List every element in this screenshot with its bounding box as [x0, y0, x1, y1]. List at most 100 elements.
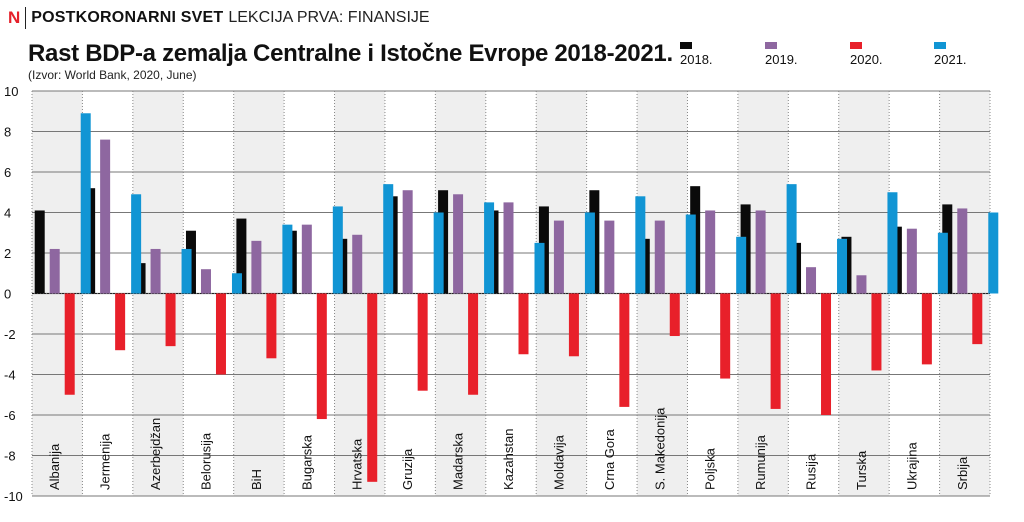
x-category-label: Crna Gora: [602, 429, 617, 490]
bar-2020: [568, 293, 579, 357]
bar-2020: [417, 293, 428, 391]
bar-2021: [231, 273, 242, 294]
header-divider: [25, 7, 27, 29]
y-tick-label: -6: [4, 408, 16, 423]
bar-2021: [685, 214, 696, 294]
bar-2020: [115, 293, 126, 351]
bar-2021: [332, 206, 343, 294]
x-category-label: Ukrajina: [904, 442, 919, 490]
bar-2019: [200, 269, 211, 294]
bar-2019: [604, 220, 615, 294]
bar-2021: [635, 196, 646, 294]
y-tick-label: -8: [4, 449, 16, 464]
y-tick-label: 0: [4, 287, 11, 302]
legend-item: 2021.: [934, 42, 967, 67]
x-category-label: Bugarska: [299, 434, 314, 490]
x-category-label: Turska: [854, 450, 869, 490]
x-category-label: S. Makedonija: [652, 407, 667, 490]
legend-swatch: [680, 42, 692, 49]
legend-item: 2019.: [765, 42, 798, 67]
x-category-label: Rusija: [804, 453, 819, 490]
bar-2020: [921, 293, 932, 365]
bar-2019: [957, 208, 968, 294]
y-tick-label: 2: [4, 246, 11, 261]
bar-2021: [988, 212, 999, 294]
bar-2020: [619, 293, 630, 407]
bar-2020: [821, 293, 832, 415]
bar-2019: [503, 202, 514, 294]
bar-2019: [755, 210, 766, 294]
bar-2019: [402, 190, 413, 294]
x-category-label: Jermenija: [98, 433, 113, 490]
bar-2020: [266, 293, 277, 359]
bar-2021: [181, 248, 192, 294]
y-tick-label: 10: [4, 84, 18, 99]
bar-2020: [518, 293, 529, 355]
bar-2019: [301, 224, 312, 294]
bar-2019: [100, 139, 111, 294]
legend-item: 2020.: [850, 42, 883, 67]
x-category-label: Madarska: [451, 432, 466, 490]
bar-2019: [705, 210, 716, 294]
bar-2020: [669, 293, 680, 337]
bar-2019: [453, 194, 464, 294]
bar-2020: [316, 293, 327, 420]
bar-2018: [34, 210, 45, 294]
bar-2019: [906, 228, 917, 294]
bar-2021: [433, 212, 444, 294]
section-label: POSTKORONARNI SVET: [31, 9, 224, 26]
legend-label: 2020.: [850, 52, 883, 67]
bar-2019: [251, 240, 262, 294]
x-category-label: Rumunija: [753, 434, 768, 490]
bar-2019: [352, 234, 363, 294]
legend-label: 2019.: [765, 52, 798, 67]
bar-2021: [80, 113, 91, 294]
x-category-label: Gruzija: [400, 448, 415, 490]
bar-2021: [786, 184, 797, 294]
y-tick-label: -2: [4, 327, 16, 342]
brand-logo: N: [8, 8, 21, 27]
bar-2019: [150, 248, 161, 294]
x-category-label: Poljska: [703, 447, 718, 490]
bar-2019: [806, 267, 817, 294]
bar-2020: [770, 293, 781, 409]
bar-2019: [654, 220, 665, 294]
chart-title: Rast BDP-a zemalja Centralne i Istočne E…: [28, 40, 673, 67]
legend-label: 2021.: [934, 52, 967, 67]
subsection-label: LEKCIJA PRVA: FINANSIJE: [228, 9, 430, 26]
bar-2021: [131, 194, 142, 294]
bar-2021: [383, 184, 394, 294]
bar-2020: [972, 293, 983, 345]
bar-2021: [887, 192, 898, 294]
x-category-label: Albanija: [47, 443, 62, 490]
legend-item: 2018.: [680, 42, 713, 67]
x-category-label: BiH: [249, 469, 264, 490]
bar-2020: [367, 293, 378, 482]
legend-swatch: [765, 42, 777, 49]
bar-2021: [837, 238, 848, 294]
x-category-label: Hrvatska: [350, 438, 365, 490]
bar-2020: [165, 293, 176, 347]
legend-swatch: [934, 42, 946, 49]
bar-2021: [282, 224, 293, 294]
y-tick-label: -10: [4, 489, 23, 504]
legend-swatch: [850, 42, 862, 49]
y-tick-label: 6: [4, 165, 11, 180]
x-category-label: Azerbejdžan: [148, 418, 163, 490]
bar-2019: [856, 275, 867, 294]
legend-label: 2018.: [680, 52, 713, 67]
y-tick-label: 8: [4, 125, 11, 140]
bar-2020: [215, 293, 226, 375]
x-category-label: Srbija: [955, 456, 970, 490]
page-header: N POSTKORONARNI SVET LEKCIJA PRVA: FINAN…: [8, 6, 430, 30]
bar-2020: [720, 293, 731, 379]
y-tick-label: 4: [4, 206, 11, 221]
bar-2020: [871, 293, 882, 371]
x-category-label: Belorusija: [198, 432, 213, 490]
bar-2019: [553, 220, 564, 294]
bar-2021: [534, 242, 545, 294]
chart-source: (Izvor: World Bank, 2020, June): [28, 68, 197, 82]
bar-2021: [484, 202, 495, 294]
x-category-label: Moldavija: [551, 434, 566, 490]
